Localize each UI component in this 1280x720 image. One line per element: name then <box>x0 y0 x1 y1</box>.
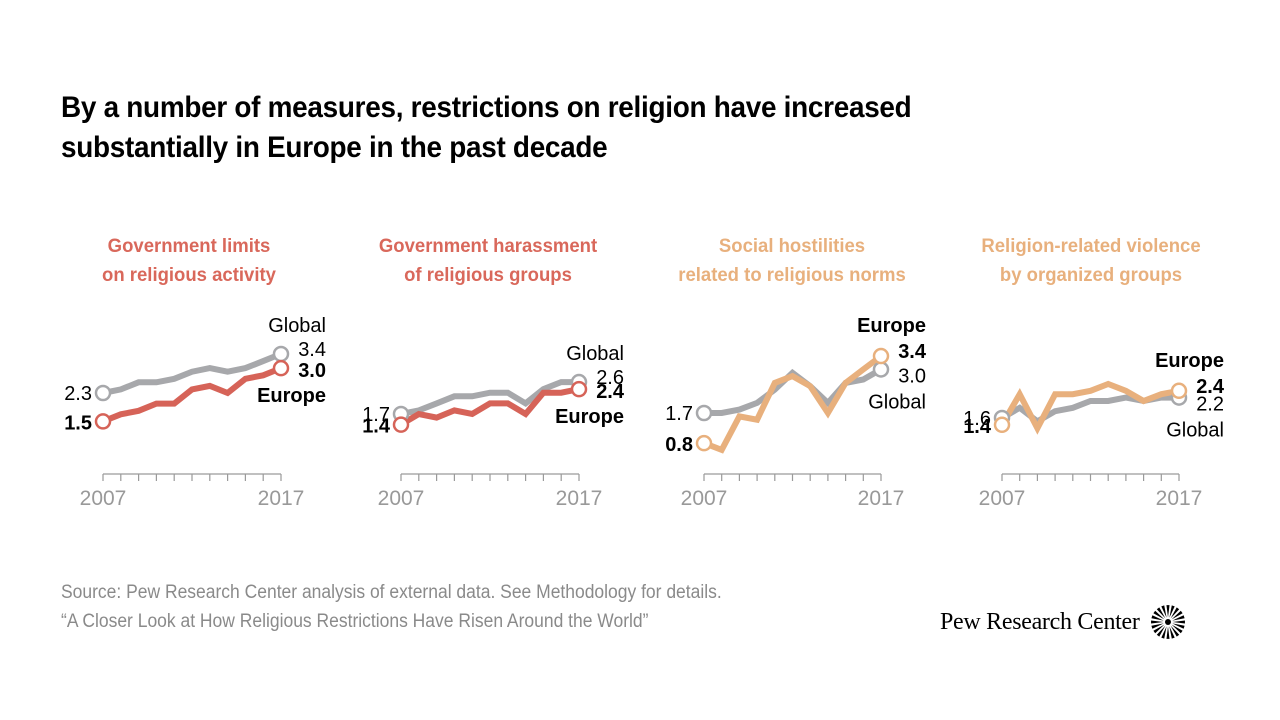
europe-start-value: 0.8 <box>665 434 693 456</box>
panel-title-government-harassment: Government harassment of religious group… <box>355 232 621 290</box>
sunburst-ray <box>1152 624 1164 634</box>
europe-start-value: 1.5 <box>64 412 92 434</box>
x-tick-label: 2017 <box>556 487 603 510</box>
global-series-label: Global <box>268 315 326 337</box>
pew-logo: Pew Research Center <box>940 604 1186 640</box>
series-line-global <box>400 379 579 417</box>
global-end-value: 3.4 <box>298 339 326 361</box>
x-tick-label: 2017 <box>858 487 905 510</box>
europe-end-value: 3.4 <box>898 341 927 363</box>
sunburst-ray <box>1150 623 1164 629</box>
source-note: Source: Pew Research Center analysis of … <box>61 578 722 636</box>
x-tick-label: 2017 <box>1156 487 1203 510</box>
panel-title-line: on religious activity <box>102 264 276 286</box>
sunburst-ray <box>1171 624 1183 634</box>
panel-title-line: Government harassment <box>378 235 598 257</box>
sunburst-ray <box>1170 607 1179 619</box>
logo-text: Pew Research Center <box>940 608 1140 635</box>
panel-title-line: by organized groups <box>999 264 1183 286</box>
europe-start-value: 1.4 <box>963 416 992 438</box>
title-line-1: By a number of measures, restrictions on… <box>61 91 912 124</box>
x-tick-label: 2007 <box>378 487 425 510</box>
data-point-global <box>94 384 112 402</box>
global-start-value: 1.7 <box>362 404 390 426</box>
series-line-europe <box>702 353 883 454</box>
global-start-value: 1.6 <box>963 408 991 430</box>
chart-panel-4: 2007 2017 1.61.4 Europe 2.42.2 Global <box>963 350 1225 510</box>
sunburst-ray <box>1166 605 1170 618</box>
sunburst-ray <box>1168 626 1175 639</box>
sunburst-ray <box>1160 626 1167 639</box>
series-line-europe <box>999 380 1180 435</box>
sunburst-center <box>1164 619 1171 625</box>
panel-title-religion-violence: Religion-related violence by organized g… <box>958 232 1224 290</box>
panel-title-social-hostilities: Social hostilities related to religious … <box>659 232 925 290</box>
europe-end-value: 2.4 <box>596 381 625 403</box>
europe-series-label: Europe <box>1155 350 1224 372</box>
data-point-global <box>272 345 290 363</box>
europe-end-value: 3.0 <box>298 360 326 382</box>
data-point-europe <box>94 413 112 430</box>
global-series-label: Global <box>1166 420 1224 442</box>
chart-panel-3: 2007 2017 1.7 0.8 Europe 3.43.0 Global <box>665 315 927 510</box>
sunburst-ray <box>1171 610 1183 620</box>
europe-series-label: Europe <box>555 406 624 428</box>
x-tick-label: 2017 <box>258 487 305 510</box>
global-series-label: Global <box>868 391 926 413</box>
pew-sunburst-icon <box>1150 605 1185 639</box>
global-end-value: 2.6 <box>596 367 624 389</box>
chart-title: By a number of measures, restrictions on… <box>61 88 1103 168</box>
sunburst-ray <box>1166 626 1170 639</box>
data-point-global <box>872 361 890 378</box>
sunburst-ray <box>1160 605 1167 618</box>
sunburst-ray <box>1168 605 1175 618</box>
data-point-europe <box>1170 382 1188 400</box>
global-start-value: 2.3 <box>64 383 92 405</box>
x-tick-label: 2007 <box>80 487 127 510</box>
report-title-line: “A Closer Look at How Religious Restrict… <box>61 611 649 632</box>
panel-title-line: related to religious norms <box>678 264 906 286</box>
data-point-europe <box>392 416 410 433</box>
source-line: Source: Pew Research Center analysis of … <box>61 582 722 603</box>
data-point-europe <box>993 416 1011 434</box>
series-line-europe <box>101 365 283 425</box>
data-point-europe <box>695 434 713 452</box>
panel-title-line: of religious groups <box>404 264 572 286</box>
data-point-europe <box>872 347 890 365</box>
global-series-label: Global <box>566 343 624 365</box>
sunburst-ray <box>1150 615 1164 621</box>
panel-title-line: Religion-related violence <box>981 235 1201 257</box>
panel-title-line: Social hostilities <box>718 235 866 257</box>
global-start-value: 1.7 <box>665 403 693 425</box>
x-tick-label: 2007 <box>681 487 728 510</box>
sunburst-ray <box>1156 607 1165 619</box>
sunburst-ray <box>1156 625 1165 637</box>
sunburst-ray <box>1171 623 1185 629</box>
sunburst-ray <box>1172 620 1185 624</box>
title-line-2: substantially in Europe in the past deca… <box>61 131 608 164</box>
global-end-value: 2.2 <box>1196 394 1224 416</box>
series-line-global <box>102 351 283 396</box>
x-tick-label: 2007 <box>979 487 1026 510</box>
panel-title-line: Government limits <box>107 235 271 257</box>
sunburst-ray <box>1170 625 1179 637</box>
europe-series-label: Europe <box>857 315 926 337</box>
europe-series-label: Europe <box>257 385 326 407</box>
europe-end-value: 2.4 <box>1196 376 1225 398</box>
sunburst-ray <box>1152 610 1164 620</box>
data-point-europe <box>272 359 290 377</box>
europe-start-value: 1.4 <box>362 416 391 438</box>
data-point-europe <box>570 380 588 398</box>
panel-title-government-limits: Government limits on religious activity <box>56 232 322 290</box>
series-line-europe <box>399 386 580 428</box>
sunburst-ray <box>1150 620 1164 624</box>
global-end-value: 3.0 <box>898 365 926 387</box>
sunburst-ray <box>1171 615 1185 621</box>
data-point-global <box>695 404 713 422</box>
